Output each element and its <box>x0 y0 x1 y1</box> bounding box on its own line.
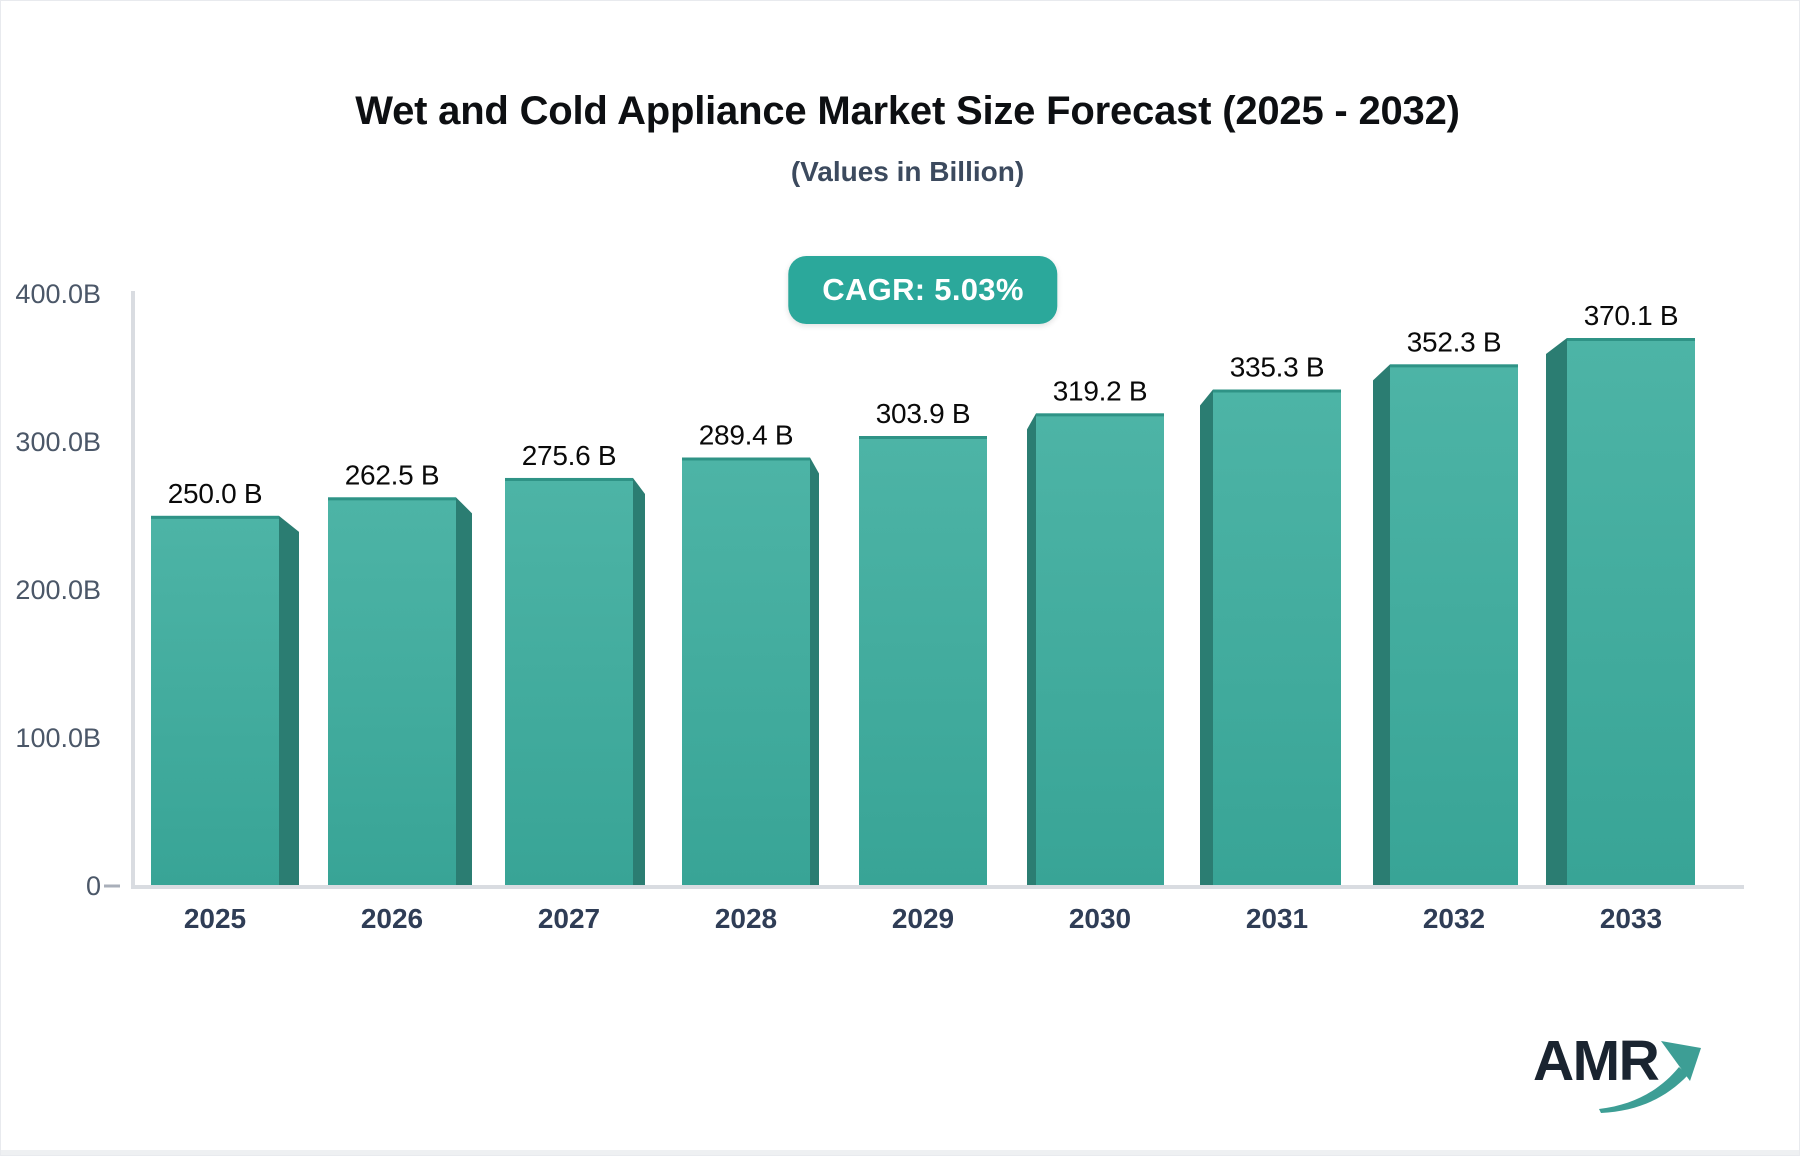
bar-side-2031 <box>1200 389 1213 889</box>
year-label-2033: 2033 <box>1600 903 1662 934</box>
bar-2025 <box>151 515 279 889</box>
year-label-2025: 2025 <box>184 903 246 934</box>
value-label-2030: 319.2 B <box>1053 375 1147 406</box>
value-label-2026: 262.5 B <box>345 459 439 490</box>
bar-side-2033 <box>1546 338 1567 889</box>
y-axis-label: 300.0B <box>15 427 101 457</box>
bar-side-2028 <box>810 457 819 889</box>
growth-arrow-icon <box>1599 1041 1701 1113</box>
value-label-2029: 303.9 B <box>876 398 970 429</box>
bar-2029 <box>859 436 987 889</box>
value-label-2027: 275.6 B <box>522 440 616 471</box>
y-axis-label: 200.0B <box>15 575 101 605</box>
year-label-2026: 2026 <box>361 903 423 934</box>
amr-logo-text: AMR <box>1533 1029 1660 1093</box>
bar-side-2032 <box>1373 364 1390 889</box>
bar-2027 <box>505 477 633 889</box>
bar-2031 <box>1213 389 1341 889</box>
cagr-badge-label: CAGR: 5.03% <box>822 272 1024 307</box>
y-axis-label: 400.0B <box>15 279 101 309</box>
value-label-2032: 352.3 B <box>1407 326 1501 357</box>
amr-logo: AMR <box>1533 1033 1733 1128</box>
cagr-badge: CAGR: 5.03% <box>788 256 1058 324</box>
bar-2026 <box>328 497 456 889</box>
chart-subtitle: (Values in Billion) <box>790 156 1025 187</box>
year-label-2032: 2032 <box>1423 903 1485 934</box>
bar-side-2027 <box>633 477 645 889</box>
year-label-2027: 2027 <box>538 903 600 934</box>
bar-2033 <box>1567 338 1695 889</box>
chart-title: Wet and Cold Appliance Market Size Forec… <box>355 89 1460 133</box>
y-axis-label: 0 <box>86 871 101 901</box>
bar-side-2030 <box>1027 413 1036 889</box>
bar-side-2025 <box>279 515 299 889</box>
value-label-2028: 289.4 B <box>699 420 793 451</box>
year-label-2031: 2031 <box>1246 903 1308 934</box>
bar-2030 <box>1036 413 1164 889</box>
y-axis-label: 100.0B <box>15 723 101 753</box>
bottom-edge-strip <box>1 1150 1799 1155</box>
value-label-2033: 370.1 B <box>1584 300 1678 331</box>
year-label-2028: 2028 <box>715 903 777 934</box>
chart-header: Wet and Cold Appliance Market Size Forec… <box>16 89 1799 188</box>
bar-2032 <box>1390 364 1518 889</box>
year-label-2030: 2030 <box>1069 903 1131 934</box>
x-axis-line <box>131 885 1744 889</box>
y-axis-line <box>131 291 135 888</box>
value-label-2025: 250.0 B <box>168 478 262 509</box>
bar-2028 <box>682 457 810 889</box>
value-label-2031: 335.3 B <box>1230 352 1324 383</box>
bar-side-2026 <box>456 497 472 889</box>
year-label-2029: 2029 <box>892 903 954 934</box>
